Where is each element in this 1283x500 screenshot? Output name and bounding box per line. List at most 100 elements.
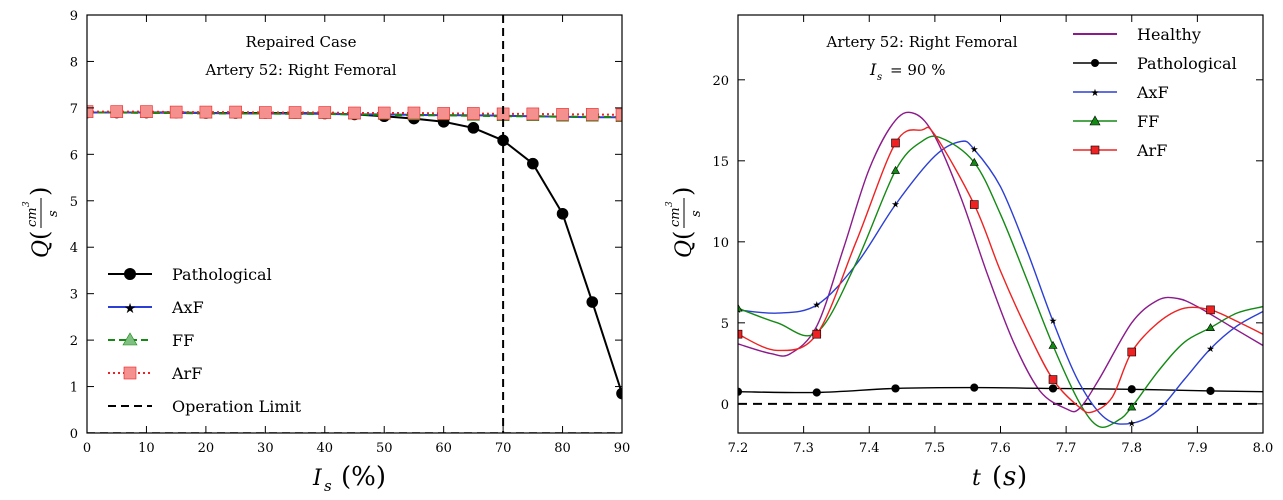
right-plot-frame <box>737 14 1264 434</box>
svg-text:): ) <box>26 187 54 196</box>
left-series-arf-point <box>526 107 540 121</box>
left-series-pathological-point <box>586 296 599 308</box>
left-y-tick-label: 2 <box>70 334 78 349</box>
left-plot-data: ★★★★★★★★★★★★★★★★★★★ <box>87 15 622 433</box>
right-plot-data: ★★★★★★★ <box>738 111 1263 429</box>
right-x-tick-label: 7.6 <box>990 441 1011 456</box>
right-series-pathological-point <box>812 388 821 397</box>
right-series-arf-point <box>891 138 900 148</box>
left-chart: ★★★★★★★★★★★★★★★★★★★ 01020304050607080900… <box>22 9 630 495</box>
svg-text:cm: cm <box>25 207 40 227</box>
right-series-ff-point <box>1205 323 1216 331</box>
legend-label-pathological-right: Pathological <box>1137 54 1237 73</box>
left-series-arf-point <box>585 108 599 121</box>
left-x-tick-label: 40 <box>317 441 334 456</box>
left-annotation-line-2: Artery 52: Right Femoral <box>204 61 396 79</box>
left-x-tick-label: 50 <box>376 441 393 456</box>
left-y-tick-label: 9 <box>70 9 78 24</box>
right-series-ff-point <box>1127 402 1137 411</box>
right-x-tick-label: 7.8 <box>1121 441 1142 456</box>
left-series-pathological-line <box>87 111 622 394</box>
left-x-tick-label: 0 <box>83 441 91 456</box>
svg-text:(: ( <box>992 462 1002 492</box>
svg-text:(: ( <box>669 231 697 240</box>
legend-entry-axf-right: ★ AxF <box>1073 83 1169 102</box>
right-series-arf-point <box>1048 375 1058 384</box>
right-series-pathological-line <box>738 386 1263 394</box>
left-y-axis-label: Q ( cm 3 s ) <box>22 187 61 258</box>
right-x-tick-label: 7.7 <box>1056 441 1077 456</box>
right-series-axf-point: ★ <box>970 144 979 155</box>
left-x-axis-label: I s (%) <box>312 462 386 495</box>
right-series-group: ★★★★★★★ <box>738 111 1263 429</box>
legend-label-axf-right: AxF <box>1136 83 1169 102</box>
svg-text:s: s <box>689 210 704 217</box>
svg-text:Q: Q <box>29 240 54 258</box>
left-x-tick-label: 70 <box>495 441 512 456</box>
left-series-arf-point <box>348 106 361 120</box>
svg-text:= 90 %: = 90 % <box>890 61 945 79</box>
svg-text:): ) <box>1017 462 1027 492</box>
left-x-tick-label: 10 <box>138 441 155 456</box>
left-y-tick-label: 6 <box>70 148 78 163</box>
right-series-ff-point <box>738 303 743 312</box>
right-y-tick-label: 20 <box>712 74 729 89</box>
left-series-pathological-point <box>616 387 622 400</box>
right-series-pathological-point <box>970 383 979 392</box>
right-x-tick-label: 7.2 <box>728 441 749 456</box>
left-series-arf-point <box>87 105 94 118</box>
left-x-tick-label: 60 <box>435 441 452 456</box>
svg-text:(%): (%) <box>341 462 386 492</box>
right-series-axf-point: ★ <box>891 200 900 211</box>
left-plot-frame <box>86 14 623 434</box>
right-series-pathological-point <box>1127 385 1136 394</box>
right-legend: Healthy Pathological ★ AxF FF ArF <box>1073 25 1237 160</box>
right-series-pathological-point <box>1206 386 1215 395</box>
legend-label-arf-right: ArF <box>1136 141 1167 160</box>
left-series-pathological-point <box>527 157 539 170</box>
legend-label-axf: AxF <box>171 298 204 317</box>
right-series-ff-point <box>1048 340 1058 349</box>
right-series-axf-point: ★ <box>1049 316 1058 327</box>
left-series-arf-point <box>169 105 183 119</box>
svg-text:cm: cm <box>668 207 683 227</box>
right-annotation-line-1: Artery 52: Right Femoral <box>825 33 1017 51</box>
left-series-arf-point <box>437 107 450 120</box>
legend-entry-pathological-right: Pathological <box>1073 54 1237 73</box>
legend-entry-arf-right: ArF <box>1073 141 1167 160</box>
legend-label-healthy: Healthy <box>1137 25 1201 44</box>
right-series-ff-line <box>738 135 1263 428</box>
left-y-tick-label: 4 <box>70 241 78 256</box>
right-series-ff-point <box>890 165 901 174</box>
svg-text:I: I <box>869 60 877 79</box>
left-series-arf-point <box>615 108 622 122</box>
right-x-tick-label: 8.0 <box>1253 441 1274 456</box>
left-y-tick-label: 0 <box>70 427 78 442</box>
svg-text:3: 3 <box>22 201 32 207</box>
svg-text:s: s <box>46 210 61 217</box>
legend-entry-ff: FF <box>108 331 194 350</box>
left-x-tick-label: 80 <box>554 441 571 456</box>
legend-label-ff: FF <box>172 331 194 350</box>
left-series-arf-point <box>556 108 569 121</box>
legend-entry-ff-right: FF <box>1073 112 1159 131</box>
right-series-arf-point <box>738 329 743 339</box>
svg-text:★: ★ <box>124 301 137 317</box>
right-x-tick-label: 7.3 <box>793 441 814 456</box>
left-series-arf-point <box>407 106 421 120</box>
right-y-tick-label: 0 <box>721 398 729 413</box>
right-x-tick-label: 7.4 <box>859 441 880 456</box>
left-x-tick-label: 30 <box>257 441 274 456</box>
right-x-tick-label: 7.9 <box>1187 441 1208 456</box>
right-series-axf-line <box>738 140 1263 425</box>
right-series-pathological-point <box>1048 384 1058 393</box>
left-y-tick-label: 7 <box>70 102 78 117</box>
legend-label-ff-right: FF <box>1137 112 1159 131</box>
svg-text:Q: Q <box>672 240 697 258</box>
left-series-pathological-point <box>556 207 569 220</box>
right-y-axis-label: Q ( cm 3 s ) <box>665 187 704 258</box>
left-x-tick-label: 20 <box>198 441 215 456</box>
left-series-arf-point <box>259 106 272 119</box>
left-series-arf-point <box>199 105 213 119</box>
right-series-axf-point: ★ <box>1206 344 1215 355</box>
